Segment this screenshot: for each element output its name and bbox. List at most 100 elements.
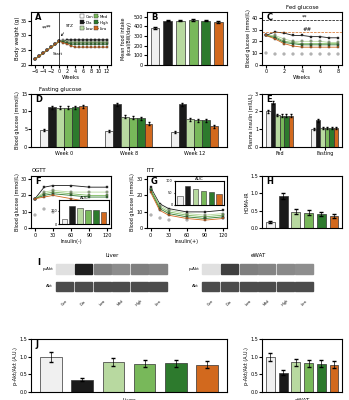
Bar xyxy=(279,373,288,392)
Text: Lira: Lira xyxy=(154,300,162,307)
Bar xyxy=(270,103,275,146)
Bar xyxy=(317,214,326,228)
Bar xyxy=(165,363,187,392)
Bar xyxy=(329,364,339,392)
Bar xyxy=(325,128,329,146)
X-axis label: Liver: Liver xyxy=(122,398,136,400)
Bar xyxy=(72,380,93,392)
Text: Dia: Dia xyxy=(80,300,87,307)
Bar xyxy=(40,357,62,392)
Bar xyxy=(188,20,198,65)
Text: **: ** xyxy=(45,24,51,29)
Bar xyxy=(48,107,56,146)
Bar xyxy=(284,116,289,146)
Bar xyxy=(121,117,129,146)
Bar xyxy=(239,282,257,291)
Text: H: H xyxy=(266,177,273,186)
Bar xyxy=(239,264,257,274)
Text: Con: Con xyxy=(207,299,215,307)
Text: Fed glucose: Fed glucose xyxy=(286,5,319,10)
Bar xyxy=(291,362,300,392)
Bar xyxy=(129,118,137,146)
Bar xyxy=(329,216,339,228)
Bar xyxy=(201,21,210,65)
Text: F: F xyxy=(35,177,41,186)
Bar xyxy=(316,120,320,146)
Bar xyxy=(131,282,148,291)
Text: C: C xyxy=(266,13,273,22)
Bar xyxy=(196,364,218,392)
Bar xyxy=(296,264,312,274)
X-axis label: eWAT: eWAT xyxy=(295,398,310,400)
Bar xyxy=(137,118,144,146)
Bar xyxy=(320,128,325,146)
Bar xyxy=(277,282,294,291)
Y-axis label: Blood glucose (mmol/L): Blood glucose (mmol/L) xyxy=(130,173,135,231)
Bar xyxy=(56,264,73,274)
Bar xyxy=(149,282,166,291)
Text: Dia: Dia xyxy=(226,300,233,307)
Bar xyxy=(221,282,238,291)
Bar xyxy=(258,264,275,274)
Bar xyxy=(279,196,288,228)
Bar xyxy=(258,282,275,291)
Bar xyxy=(221,264,238,274)
Text: Fasting glucose: Fasting glucose xyxy=(39,87,82,92)
Text: High: High xyxy=(135,298,144,307)
Text: B: B xyxy=(151,13,157,22)
Bar xyxy=(80,106,87,146)
X-axis label: Weeks: Weeks xyxy=(293,75,311,80)
Text: Con: Con xyxy=(61,299,69,307)
Bar xyxy=(311,129,316,146)
Text: J: J xyxy=(35,340,38,349)
Bar xyxy=(131,264,148,274)
Bar xyxy=(202,264,219,274)
Bar xyxy=(289,116,293,146)
Bar xyxy=(112,264,129,274)
Text: p-Akt: p-Akt xyxy=(42,267,53,271)
Bar xyxy=(94,264,111,274)
Bar xyxy=(72,107,80,146)
Bar xyxy=(75,264,92,274)
Bar xyxy=(56,282,73,291)
Bar xyxy=(150,28,159,65)
Text: G: G xyxy=(151,177,158,186)
Bar xyxy=(112,282,129,291)
Bar xyxy=(64,108,72,146)
Bar xyxy=(75,282,92,291)
Bar xyxy=(266,222,275,228)
Bar xyxy=(194,120,202,146)
Bar xyxy=(186,119,194,146)
Bar xyxy=(266,111,270,146)
Bar xyxy=(329,128,334,146)
Bar xyxy=(171,132,179,146)
Text: Liver: Liver xyxy=(105,254,119,258)
Text: STZ: STZ xyxy=(61,24,73,36)
Bar xyxy=(275,115,280,146)
Bar xyxy=(176,21,185,65)
Y-axis label: Body weight (g): Body weight (g) xyxy=(15,17,20,60)
Bar xyxy=(105,131,113,146)
X-axis label: Insulin(-): Insulin(-) xyxy=(60,239,82,244)
Text: Lira: Lira xyxy=(300,300,308,307)
Text: E: E xyxy=(266,95,272,104)
Text: OGTT: OGTT xyxy=(31,168,46,174)
Bar xyxy=(334,128,339,146)
Bar xyxy=(304,212,313,228)
Text: Med: Med xyxy=(263,299,271,307)
Bar xyxy=(210,126,218,146)
Text: ##: ## xyxy=(302,27,311,32)
Text: **: ** xyxy=(302,15,308,20)
Y-axis label: p-Akt/Akt (A.U.): p-Akt/Akt (A.U.) xyxy=(244,347,249,384)
Bar xyxy=(296,282,312,291)
Legend: Con, Dia, Low, Med, High, Lira: Con, Dia, Low, Med, High, Lira xyxy=(80,14,109,31)
Y-axis label: p-Akt/Akt (A.U.): p-Akt/Akt (A.U.) xyxy=(13,347,18,384)
Text: High: High xyxy=(281,298,290,307)
Y-axis label: Blood glucose (mmol/L): Blood glucose (mmol/L) xyxy=(15,91,20,149)
Bar xyxy=(179,104,186,146)
Bar xyxy=(266,357,275,392)
Bar xyxy=(304,363,313,392)
Bar xyxy=(317,364,326,392)
Text: Akt: Akt xyxy=(46,284,53,288)
X-axis label: Weeks: Weeks xyxy=(62,75,80,80)
